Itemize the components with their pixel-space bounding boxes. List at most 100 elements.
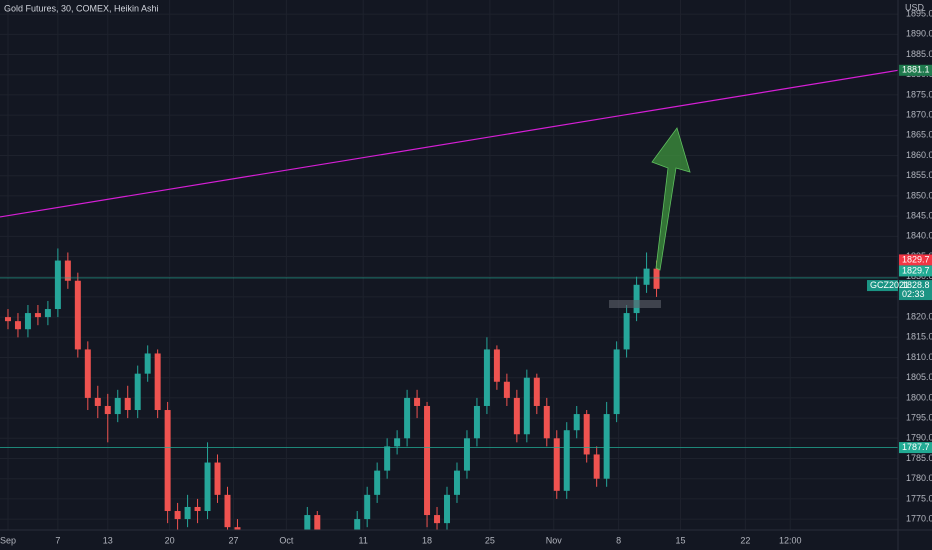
candle-body	[24, 313, 31, 330]
candle-body	[414, 397, 421, 406]
candle-body	[204, 462, 211, 512]
candle-body	[234, 527, 241, 530]
level-label: 1787.7	[902, 442, 930, 452]
last-price-label: 1828.8	[902, 280, 930, 290]
candle-body	[394, 438, 401, 447]
y-tick-label: 1840.0	[906, 231, 932, 241]
x-tick-label: 18	[422, 535, 432, 545]
y-tick-label: 1785.0	[906, 453, 932, 463]
candle-body	[583, 414, 590, 455]
x-tick-label: 15	[675, 535, 685, 545]
y-tick-label: 1890.0	[906, 29, 932, 39]
candle-body	[493, 349, 500, 382]
x-tick-label: 25	[485, 535, 495, 545]
currency: USD	[905, 2, 925, 12]
candle-body	[164, 410, 171, 512]
candle-body	[144, 353, 151, 374]
x-tick-label: Oct	[279, 535, 294, 545]
candle-body	[174, 511, 181, 520]
overlay: 1770.0 1775.0 1780.0 1785.0 1790.0 1795.0 1800…	[0, 9, 932, 545]
high-label: 1829.7	[902, 254, 930, 264]
candle-body	[643, 268, 650, 285]
highlight-box	[609, 300, 661, 308]
y-tick-label: 1820.0	[906, 311, 932, 321]
candle-body	[94, 397, 101, 406]
x-tick-label: 27	[228, 535, 238, 545]
trend-line	[0, 69, 898, 218]
y-tick-label: 1855.0	[906, 170, 932, 180]
y-tick-label: 1815.0	[906, 332, 932, 342]
candle-body	[404, 397, 411, 439]
prev-label: 1829.7	[902, 265, 930, 275]
y-tick-label: 1885.0	[906, 49, 932, 59]
chart-title: Gold Futures, 30, COMEX, Heikin Ashi	[4, 3, 159, 13]
trend-line-label: 1881.1	[902, 65, 930, 75]
x-tick-label: 20	[165, 535, 175, 545]
last-price-label-box	[899, 280, 932, 292]
candle-body	[613, 349, 620, 415]
candle-body	[124, 397, 131, 411]
x-tick-label: 22	[740, 535, 750, 545]
candle-body	[354, 519, 361, 530]
candle-body	[364, 494, 371, 520]
candle-body	[374, 470, 381, 495]
countdown-label: 02:33	[902, 289, 925, 299]
y-tick-label: 1805.0	[906, 372, 932, 382]
candle-body	[314, 515, 321, 530]
candle-body	[4, 317, 11, 322]
candle-body	[114, 397, 121, 415]
y-tick-label: 1810.0	[906, 352, 932, 362]
candle-body	[34, 313, 41, 318]
y-tick-label: 1850.0	[906, 190, 932, 200]
y-tick-label: 1870.0	[906, 110, 932, 120]
candle-body	[84, 349, 91, 398]
candle-body	[434, 515, 441, 524]
y-tick-label: 1795.0	[906, 412, 932, 422]
x-tick-label: 7	[55, 535, 60, 545]
y-tick-label: 1800.0	[906, 392, 932, 402]
x-tick-label: 11	[359, 535, 368, 545]
symbol-label: GCZ2021	[870, 280, 909, 290]
candle-body	[633, 284, 640, 314]
candle-body	[503, 381, 510, 398]
candle-body	[424, 405, 431, 516]
candle-body	[603, 414, 610, 479]
candle-body	[444, 494, 450, 524]
candle-body	[134, 373, 141, 411]
x-tick-label: 12:00	[779, 535, 802, 545]
candle-body	[194, 506, 201, 512]
symbol-label-box	[867, 280, 898, 292]
candle-body	[384, 446, 391, 471]
candle-body	[54, 260, 61, 310]
candle-body	[14, 321, 21, 330]
candle-body	[224, 494, 231, 528]
y-tick-label: 1770.0	[906, 513, 932, 523]
candle-body	[473, 405, 480, 439]
y-tick-label: 1845.0	[906, 210, 932, 220]
candle-body	[104, 405, 111, 415]
candle-body	[44, 309, 51, 318]
x-tick-label: Nov	[546, 535, 563, 545]
candle-body	[64, 260, 71, 281]
candle-body	[453, 470, 460, 495]
prev-label-box	[899, 265, 932, 277]
candle-body	[533, 377, 540, 406]
high-label-box	[899, 254, 932, 266]
y-tick-label: 1895.0	[906, 9, 932, 19]
level-label-box	[899, 442, 932, 454]
x-tick-label: 13	[103, 535, 113, 545]
candle-body	[513, 397, 520, 435]
candle-body	[483, 349, 490, 406]
candle-body	[553, 438, 560, 491]
candle-body	[653, 268, 660, 289]
candle-body	[563, 430, 570, 491]
plot	[0, 69, 898, 530]
y-tick-label: 1790.0	[906, 433, 932, 443]
candle-body	[593, 454, 600, 479]
y-tick-label: 1875.0	[906, 89, 932, 99]
candle-body	[523, 377, 530, 435]
y-tick-label: 1775.0	[906, 493, 932, 503]
trend-line-label-box	[899, 64, 932, 76]
candle-body	[463, 438, 470, 471]
